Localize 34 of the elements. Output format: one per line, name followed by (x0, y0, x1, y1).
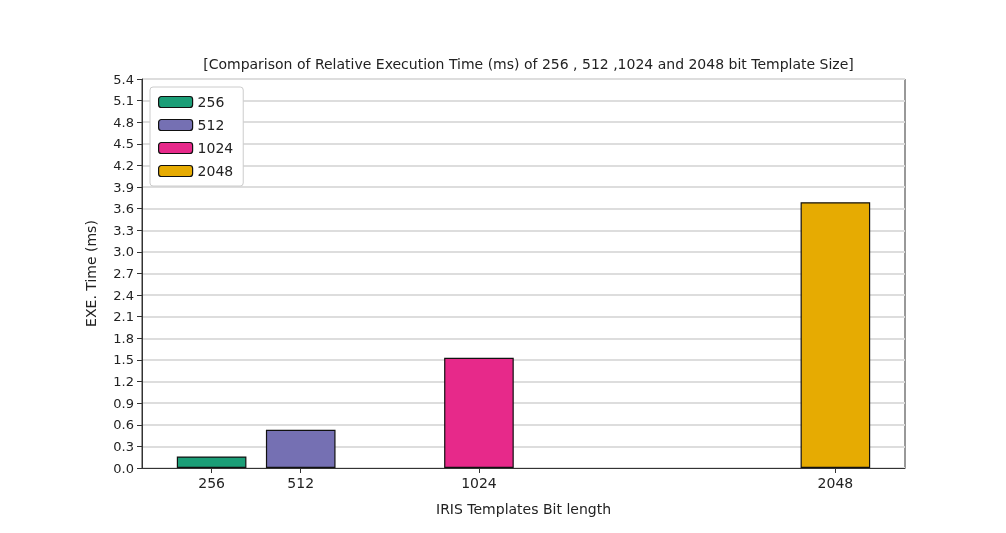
legend-label: 1024 (197, 140, 234, 156)
legend-label: 256 (197, 94, 225, 110)
y-tick-label: 2.4 (113, 287, 134, 303)
x-tick-label: 512 (287, 475, 315, 491)
y-tick-label: 0.3 (113, 438, 134, 454)
y-tick-label: 3.6 (113, 201, 134, 217)
y-tick-label: 0.0 (113, 460, 134, 476)
bar (800, 202, 871, 468)
bar (265, 429, 336, 468)
y-tick-label: 4.8 (113, 114, 134, 130)
bar (176, 456, 247, 468)
y-tick-label: 5.1 (113, 93, 134, 109)
x-tick-label: 256 (198, 475, 226, 491)
y-tick-label: 1.8 (113, 330, 134, 346)
y-tick-label: 4.2 (113, 157, 134, 173)
y-tick-label: 0.9 (113, 395, 134, 411)
legend-label: 512 (197, 117, 225, 133)
legend-label: 2048 (197, 163, 234, 179)
y-tick-label: 2.1 (113, 309, 134, 325)
y-tick-label: 5.4 (113, 71, 134, 87)
y-tick-label: 1.5 (113, 352, 134, 368)
y-tick-label: 4.5 (113, 136, 134, 152)
y-tick-label: 0.6 (113, 417, 134, 433)
x-axis-title: IRIS Templates Bit length (435, 501, 612, 517)
y-tick-label: 1.2 (113, 374, 134, 390)
y-tick-label: 3.0 (113, 244, 134, 260)
x-tick-label: 2048 (817, 475, 854, 491)
bar (444, 357, 514, 468)
y-tick-label: 3.3 (113, 222, 134, 238)
x-tick-label: 1024 (461, 475, 497, 491)
y-tick-label: 2.7 (113, 266, 134, 281)
chart-title: [Comparison of Relative Execution Time (ms) of 256 , 512 ,1024 and 2048 bit Template Size] (203, 56, 854, 72)
y-tick-label: 3.9 (113, 179, 134, 195)
y-axis-title: EXE. Time (ms) (83, 220, 99, 327)
